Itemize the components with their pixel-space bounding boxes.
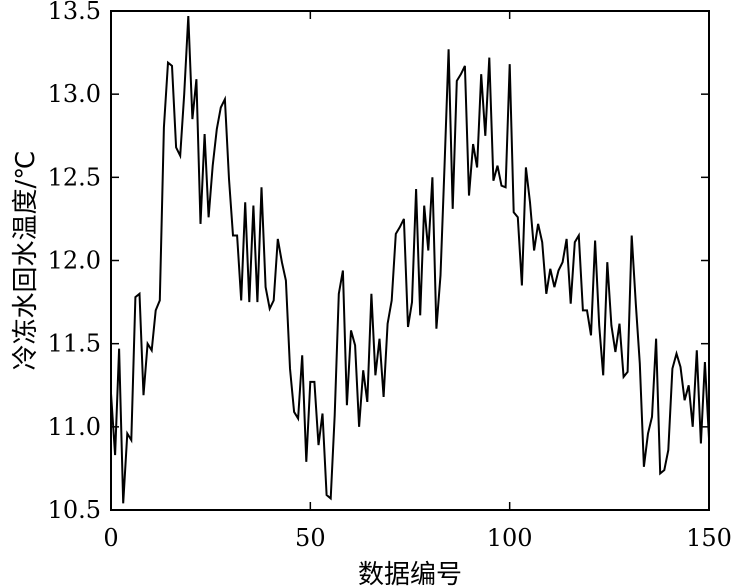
y-axis-title: 冷冻水回水温度/℃ <box>11 151 41 371</box>
x-tick-label: 150 <box>686 524 732 552</box>
y-tick-label: 11.5 <box>48 330 101 358</box>
y-axis-ticks: 10.5 11.0 11.5 12.0 12.5 13.0 13.5 <box>48 0 709 524</box>
x-tick-label: 0 <box>103 524 118 552</box>
y-tick-label: 10.5 <box>48 496 101 524</box>
x-axis-ticks: 0 50 100 150 <box>103 11 732 552</box>
y-tick-label: 12.0 <box>48 247 101 275</box>
y-tick-label: 11.0 <box>48 413 101 441</box>
series-line <box>110 15 710 504</box>
x-tick-label: 50 <box>295 524 326 552</box>
x-axis-title: 数据编号 <box>358 560 462 588</box>
x-tick-label: 100 <box>487 524 533 552</box>
y-tick-label: 12.5 <box>48 163 101 191</box>
y-tick-label: 13.5 <box>48 0 101 25</box>
plot-frame <box>110 10 710 511</box>
y-tick-label: 13.0 <box>48 80 101 108</box>
